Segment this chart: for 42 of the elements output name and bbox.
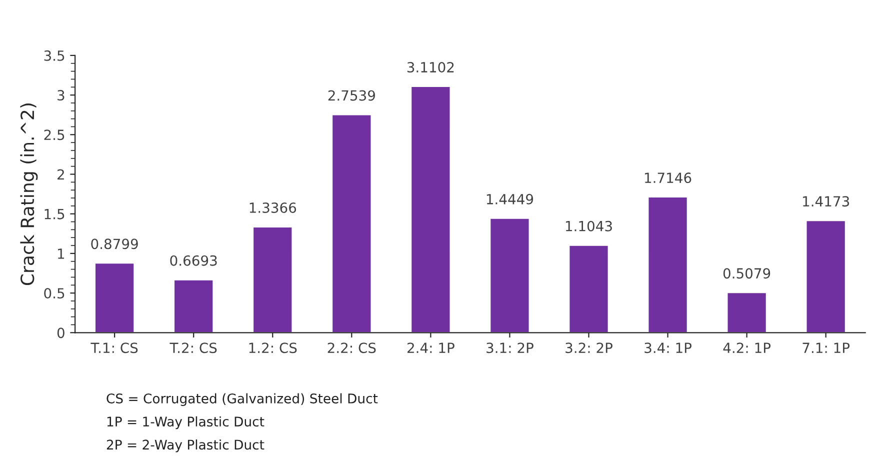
bar [331,114,372,333]
text: 2P = 2-Way Plastic Duct [106,439,264,452]
x-tick-label: 2.2: CS [328,342,376,354]
data-label: 1.4449 [486,194,534,204]
bar [410,86,452,333]
bar [173,278,214,333]
x-tick-label: 2.4: 1P [408,342,454,353]
bar [568,244,610,333]
bar [94,262,136,333]
bar [252,226,294,333]
bar [805,220,846,333]
y-tick-label: 1 [58,248,64,259]
y-tick-label: 2 [58,169,64,180]
data-label: 1.4173 [803,196,850,207]
x-tick-label: 7.1: 1P [802,342,850,353]
data-label: 1.7146 [644,172,692,184]
text: 1P = 1-Way Plastic Duct [107,416,264,430]
y-tick-label: 0 [57,328,64,338]
y-tick-label: 2.5 [44,130,64,140]
x-tick-label: 1.2: CS [249,342,297,354]
x-tick-label: 4.2: 1P [723,342,771,353]
data-label: 0.6693 [170,255,217,266]
x-tick-label: 3.2: 2P [566,342,612,354]
bar [726,292,768,333]
data-label: 1.3366 [250,202,296,213]
y-tick-label: 3.5 [44,50,64,61]
y-axis-title: Crack Rating (in.^2) [20,104,38,286]
bar [489,218,530,333]
bar [647,196,688,333]
x-tick-label: T.2: CS [170,342,217,354]
x-tick-label: 3.4: 1P [644,342,692,354]
y-tick-label: 3 [58,90,64,101]
y-tick-label: 1.5 [44,208,64,220]
data-label: 3.1102 [407,62,454,73]
x-tick-label: 3.1: 2P [486,342,534,354]
x-tick-label: T.1: CS [90,342,138,354]
text: CS = Corrugated (Galvanized) Steel Duct [106,393,378,406]
data-label: 2.7539 [328,90,375,101]
data-label: 1.1043 [566,220,612,232]
y-tick-label: 0.5 [44,288,64,299]
data-label: 0.5079 [723,268,770,279]
data-label: 0.8799 [91,238,138,250]
